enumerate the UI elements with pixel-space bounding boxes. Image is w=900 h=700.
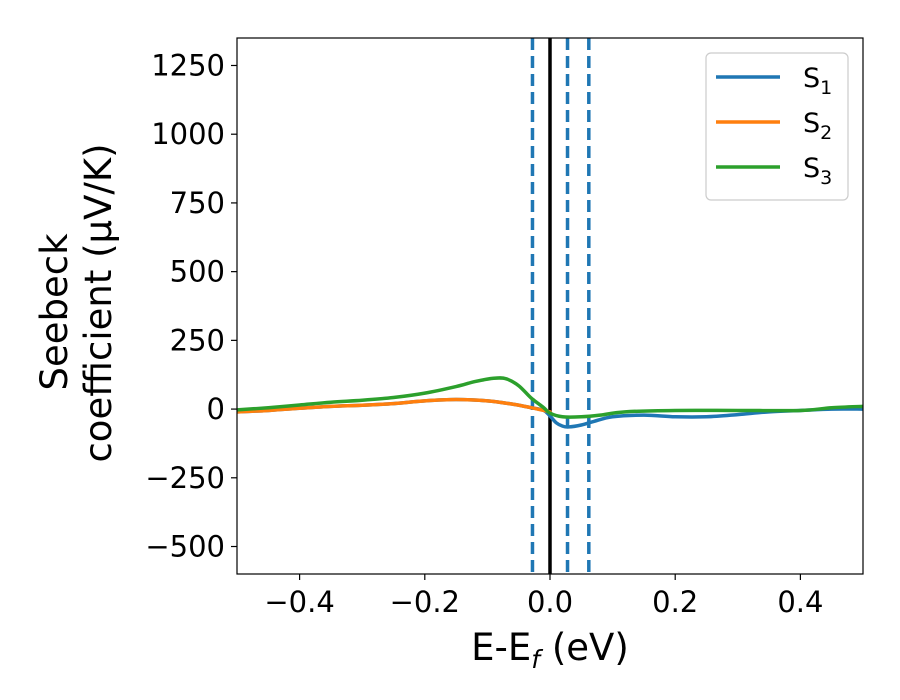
legend-box: [705, 52, 849, 201]
x-axis-title: E-Ef (eV): [471, 626, 629, 674]
x-axis-title-suffix: (eV): [540, 626, 629, 669]
reference-lines: [530, 38, 591, 574]
y-tick-label: 1000: [151, 117, 225, 151]
y-tick-label: 250: [170, 323, 225, 357]
x-tick-label: −0.2: [390, 585, 460, 619]
legend-label-s3: S3: [803, 153, 832, 189]
y-axis-title-line1: Seebeck: [33, 233, 76, 391]
x-tick-label: 0.0: [527, 585, 573, 619]
x-axis-ticks: −0.4 −0.2 0.0 0.2 0.4: [264, 574, 823, 619]
y-tick-label: 500: [170, 255, 225, 289]
series-line-s3: [237, 376, 863, 419]
y-axis-title: Seebeck coefficient (μV/K): [33, 143, 120, 462]
y-axis-title-line2: coefficient (μV/K): [77, 143, 120, 462]
y-tick-label: 1250: [151, 48, 225, 82]
series-lines: [237, 376, 863, 429]
legend-label-s1: S1: [803, 63, 832, 99]
x-axis-title-main: E-E: [471, 626, 531, 669]
y-tick-label: 0: [207, 392, 225, 426]
x-tick-label: 0.2: [652, 585, 698, 619]
y-tick-label: −250: [145, 461, 225, 495]
y-tick-label: 750: [170, 186, 225, 220]
legend-label-s2: S2: [803, 108, 832, 144]
x-tick-label: −0.4: [264, 585, 334, 619]
x-tick-label: 0.4: [777, 585, 823, 619]
y-axis-ticks: −500 −250 0 250 500 750 1000 1250: [145, 48, 237, 564]
y-tick-label: −500: [145, 530, 225, 564]
legend: S1 S2 S3: [705, 52, 849, 201]
series-line-s2: [237, 397, 552, 414]
